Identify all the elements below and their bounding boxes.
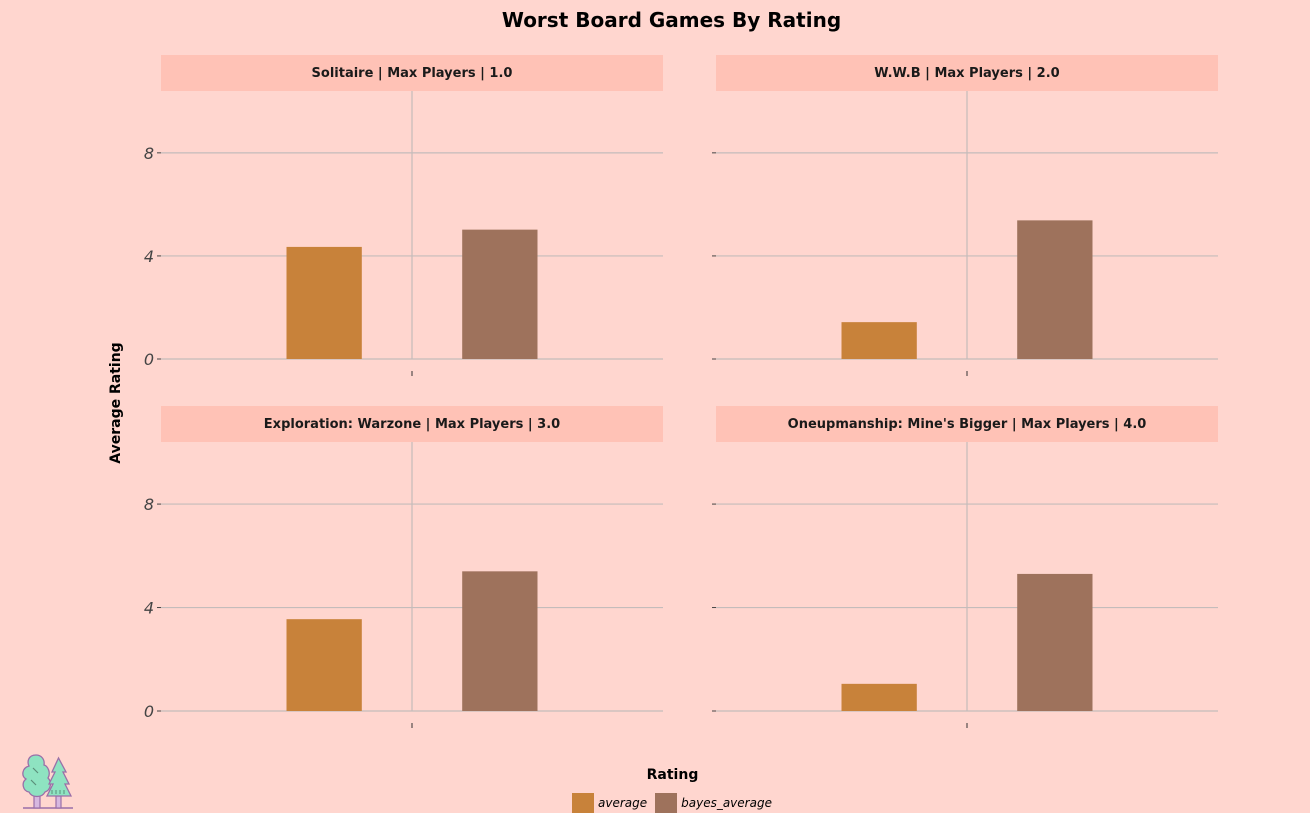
facet-strip: [161, 406, 663, 442]
y-tick-label: 4: [144, 247, 154, 266]
facet-strip: [161, 55, 663, 91]
facet-strip: [716, 406, 1218, 442]
legend-item-bayes-average: bayes_average: [655, 793, 772, 813]
legend-label-bayes-average: bayes_average: [681, 796, 772, 810]
bar-average: [841, 322, 917, 359]
y-tick-label: 0: [144, 702, 154, 721]
bar-bayes-average: [1017, 573, 1093, 711]
y-tick-label: 8: [144, 495, 154, 514]
legend-label-average: average: [598, 796, 648, 810]
facet-strip-label: Exploration: Warzone | Max Players | 3.0: [264, 417, 560, 432]
bar-bayes-average: [462, 229, 538, 359]
facet-strip: [716, 55, 1218, 91]
bar-bayes-average: [462, 571, 538, 711]
facet-strip-label: Solitaire | Max Players | 1.0: [312, 66, 513, 81]
bar-bayes-average: [1017, 220, 1093, 359]
legend: average bayes_average: [572, 793, 780, 813]
legend-swatch-average: [572, 793, 594, 813]
trees-logo-icon: [22, 754, 73, 809]
legend-swatch-bayes-average: [655, 793, 678, 813]
bar-average: [841, 683, 917, 711]
y-tick-label: 4: [144, 599, 154, 618]
chart-title: Worst Board Games By Rating: [501, 8, 842, 32]
legend-title: Rating: [646, 767, 699, 783]
y-tick-label: 8: [144, 144, 154, 163]
y-tick-label: 0: [144, 350, 154, 369]
facet-strip-label: Oneupmanship: Mine's Bigger | Max Player…: [788, 417, 1147, 432]
facet-strip-label: W.W.B | Max Players | 2.0: [874, 66, 1059, 81]
bar-average: [286, 246, 362, 359]
legend-item-average: average: [572, 793, 647, 813]
bar-average: [286, 619, 362, 711]
